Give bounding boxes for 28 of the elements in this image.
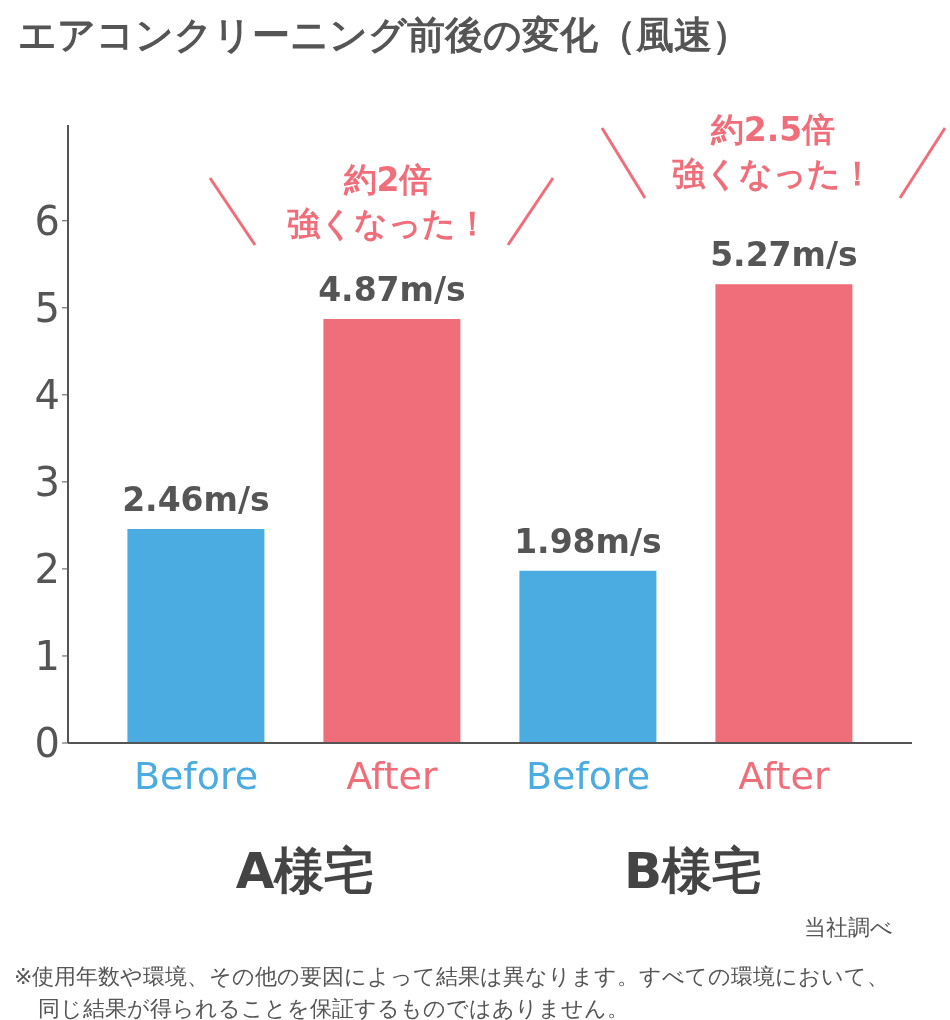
y-tick-label: 3 (34, 459, 60, 506)
y-tick-label: 6 (34, 197, 60, 244)
text: 当社調べ (803, 914, 893, 942)
x-tick-label: Before (133, 754, 259, 798)
x-tick-label: Before (525, 754, 651, 798)
annotation: 約2.5倍 (709, 109, 837, 151)
annotation: 強くなった！ (286, 203, 490, 245)
annotation: 強くなった！ (671, 153, 875, 195)
text: A様宅 (234, 841, 376, 902)
bar (715, 284, 853, 743)
x-tick-label: After (738, 754, 830, 798)
x-tick-label: After (346, 754, 438, 798)
y-tick-label: 5 (34, 284, 60, 331)
bar (127, 528, 265, 743)
data-label: 5.27m/s (710, 235, 858, 275)
y-tick-label: 2 (34, 546, 60, 593)
data-label: 4.87m/s (318, 270, 466, 310)
chart-title: エアコンクリーニング前後の変化（風速） (18, 12, 750, 59)
bar (519, 570, 657, 743)
y-tick-label: 4 (34, 372, 60, 419)
annotation: 約2倍 (342, 159, 434, 201)
text: B様宅 (622, 841, 764, 902)
text: ※使用年数や環境、その他の要因によって結果は異なります。すべての環境において、同じ結果が得られることを保証するものではありません。 (14, 963, 891, 1020)
data-label: 1.98m/s (514, 521, 662, 561)
data-label: 2.46m/s (122, 479, 270, 519)
y-tick-label: 1 (34, 633, 60, 680)
y-tick-label: 0 (34, 720, 60, 767)
bar (323, 319, 461, 743)
